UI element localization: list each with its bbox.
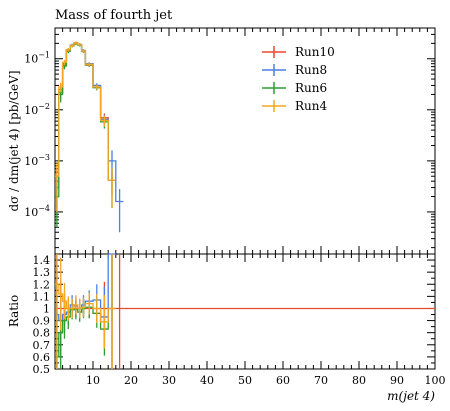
legend-item: Run10 (262, 45, 335, 59)
ratio-series-run4 (55, 254, 116, 369)
chart-title: Mass of fourth jet (55, 8, 173, 23)
ratio-y-tick-label: 1.4 (33, 254, 51, 267)
ratio-y-tick-label: 1.3 (33, 266, 51, 279)
main-y-axis-title: dσ / dm(jet 4) [pb/GeV] (7, 71, 21, 212)
legend-item: Run6 (262, 81, 327, 95)
ratio-x-tick-label: 60 (276, 374, 290, 387)
main-y-tick-label: 10−2 (24, 102, 50, 117)
ratio-x-tick-label: 30 (162, 374, 176, 387)
ratio-y-tick-label: 0.6 (33, 351, 51, 364)
main-series-run4 (55, 41, 116, 212)
ratio-x-tick-label: 20 (124, 374, 138, 387)
legend-label: Run10 (295, 45, 335, 59)
legend: Run10 Run8 Run6 Run4 (262, 45, 335, 113)
ratio-x-tick-label: 90 (390, 374, 404, 387)
ratio-histogram-line (55, 283, 116, 323)
main-y-tick-label: 10−4 (24, 204, 50, 219)
legend-label: Run8 (295, 63, 327, 77)
ratio-x-tick-label: 70 (314, 374, 328, 387)
ratio-y-tick-label: 0.8 (33, 327, 51, 340)
ratio-y-tick-label: 1 (43, 302, 50, 315)
ratio-y-axis-title: Ratio (7, 295, 21, 327)
ratio-x-tick-label: 40 (200, 374, 214, 387)
ratio-axes: 0.50.60.70.80.911.11.21.31.4 10 20 30 40 50 60… (33, 254, 446, 387)
legend-label: Run4 (295, 99, 327, 113)
legend-item: Run4 (262, 99, 327, 113)
main-series-group (55, 41, 124, 233)
x-axis-title: m(jet 4) (387, 389, 435, 403)
main-series-run8 (55, 41, 124, 233)
legend-label: Run6 (295, 81, 327, 95)
ratio-y-tick-label: 1.2 (33, 278, 51, 291)
ratio-x-tick-label: 10 (86, 374, 100, 387)
main-y-tick-label: 10−3 (24, 153, 50, 168)
ratio-x-tick-label: 50 (238, 374, 252, 387)
ratio-y-tick-label: 0.5 (33, 363, 51, 376)
ratio-y-tick-label: 0.7 (33, 339, 51, 352)
ratio-x-tick-label: 80 (352, 374, 366, 387)
ratio-y-tick-label: 0.9 (33, 315, 51, 328)
legend-item: Run8 (262, 63, 327, 77)
main-histogram-line (55, 42, 116, 181)
ratio-x-tick-label: 100 (425, 374, 446, 387)
main-y-tick-label: 10−1 (24, 51, 50, 66)
main-series-run6 (55, 42, 116, 228)
main-plot-frame (54, 27, 436, 255)
ratio-series-group (55, 253, 435, 369)
ratio-y-tick-label: 1.1 (33, 290, 51, 303)
main-axes: 10−4 10−3 10−2 10−1 (24, 27, 436, 254)
